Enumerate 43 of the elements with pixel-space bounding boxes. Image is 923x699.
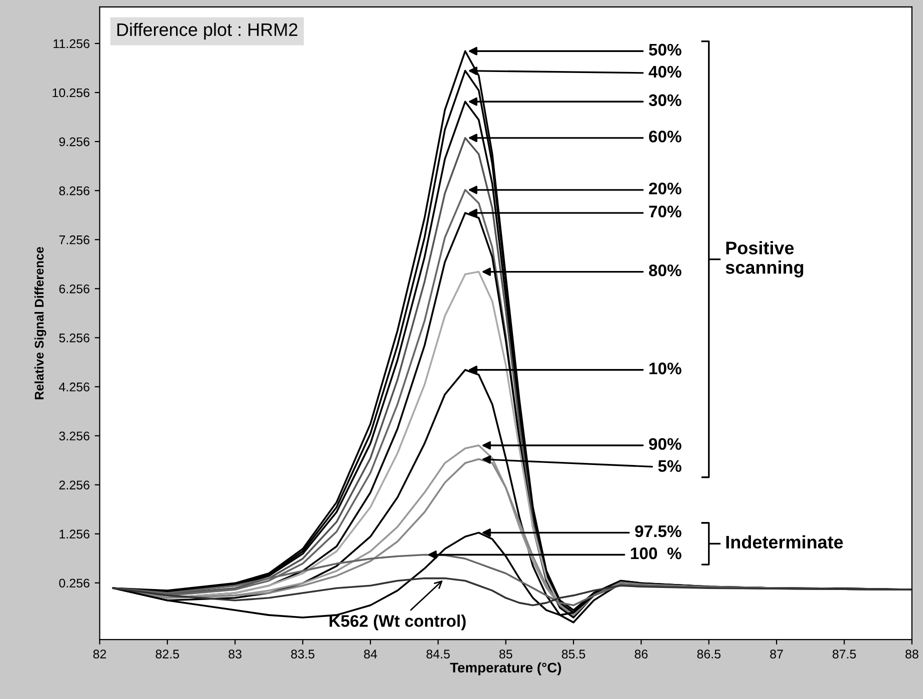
annotation: 80% bbox=[648, 264, 682, 276]
x-tick-label: 86 bbox=[634, 650, 648, 658]
x-tick-label: 85.5 bbox=[562, 650, 586, 658]
x-tick-label: 84.5 bbox=[426, 650, 450, 658]
annotation: 30% bbox=[648, 94, 682, 106]
annotation: 10% bbox=[649, 362, 682, 374]
y-tick-label: 0.256 bbox=[59, 578, 90, 588]
annotation: 70% bbox=[649, 206, 682, 218]
x-tick-label: 82 bbox=[93, 650, 106, 658]
y-tick-label: 7.256 bbox=[59, 235, 90, 244]
annotation: 100 % bbox=[630, 547, 682, 560]
y-tick-label: 4.256 bbox=[58, 382, 90, 392]
x-tick-label: 82.5 bbox=[156, 650, 180, 658]
x-tick-label: 88 bbox=[906, 650, 918, 658]
annotation: 40% bbox=[648, 66, 682, 78]
y-tick-label: 9.256 bbox=[59, 137, 90, 146]
y-axis-title: Relative Signal Difference bbox=[34, 246, 46, 400]
annotation: 97.5% bbox=[635, 525, 682, 538]
y-tick-label: 5.256 bbox=[59, 334, 90, 342]
annotation: 60% bbox=[649, 130, 682, 142]
y-tick-label: 8.256 bbox=[59, 186, 90, 196]
x-tick-label: 87.5 bbox=[832, 650, 856, 658]
annotation: Indeterminate bbox=[726, 535, 843, 549]
x-tick-label: 85 bbox=[499, 650, 512, 658]
annotation: 20% bbox=[649, 182, 682, 194]
text: Difference plot : HRM2 bbox=[117, 22, 298, 40]
annotation: 50% bbox=[648, 44, 682, 56]
x-tick-label: 84 bbox=[364, 650, 378, 658]
x-axis-title: Temperature (°C) bbox=[450, 662, 562, 676]
annotation: 90% bbox=[649, 438, 682, 450]
annotation: 5% bbox=[658, 460, 682, 472]
y-tick-label: 2.256 bbox=[59, 480, 90, 490]
annotation: Positive scanning bbox=[726, 241, 804, 278]
y-tick-label: 10.256 bbox=[52, 88, 90, 98]
y-tick-label: 11.256 bbox=[54, 39, 90, 48]
y-tick-label: 3.256 bbox=[59, 432, 90, 440]
y-tick-label: 1.256 bbox=[60, 530, 90, 539]
x-tick-label: 87 bbox=[770, 650, 783, 658]
x-tick-label: 86.5 bbox=[697, 650, 721, 658]
x-tick-label: 83.5 bbox=[291, 650, 314, 658]
annotation: K562 (Wt control) bbox=[330, 614, 466, 630]
y-tick-label: 6.256 bbox=[59, 284, 90, 294]
x-tick-label: 83 bbox=[228, 650, 242, 658]
